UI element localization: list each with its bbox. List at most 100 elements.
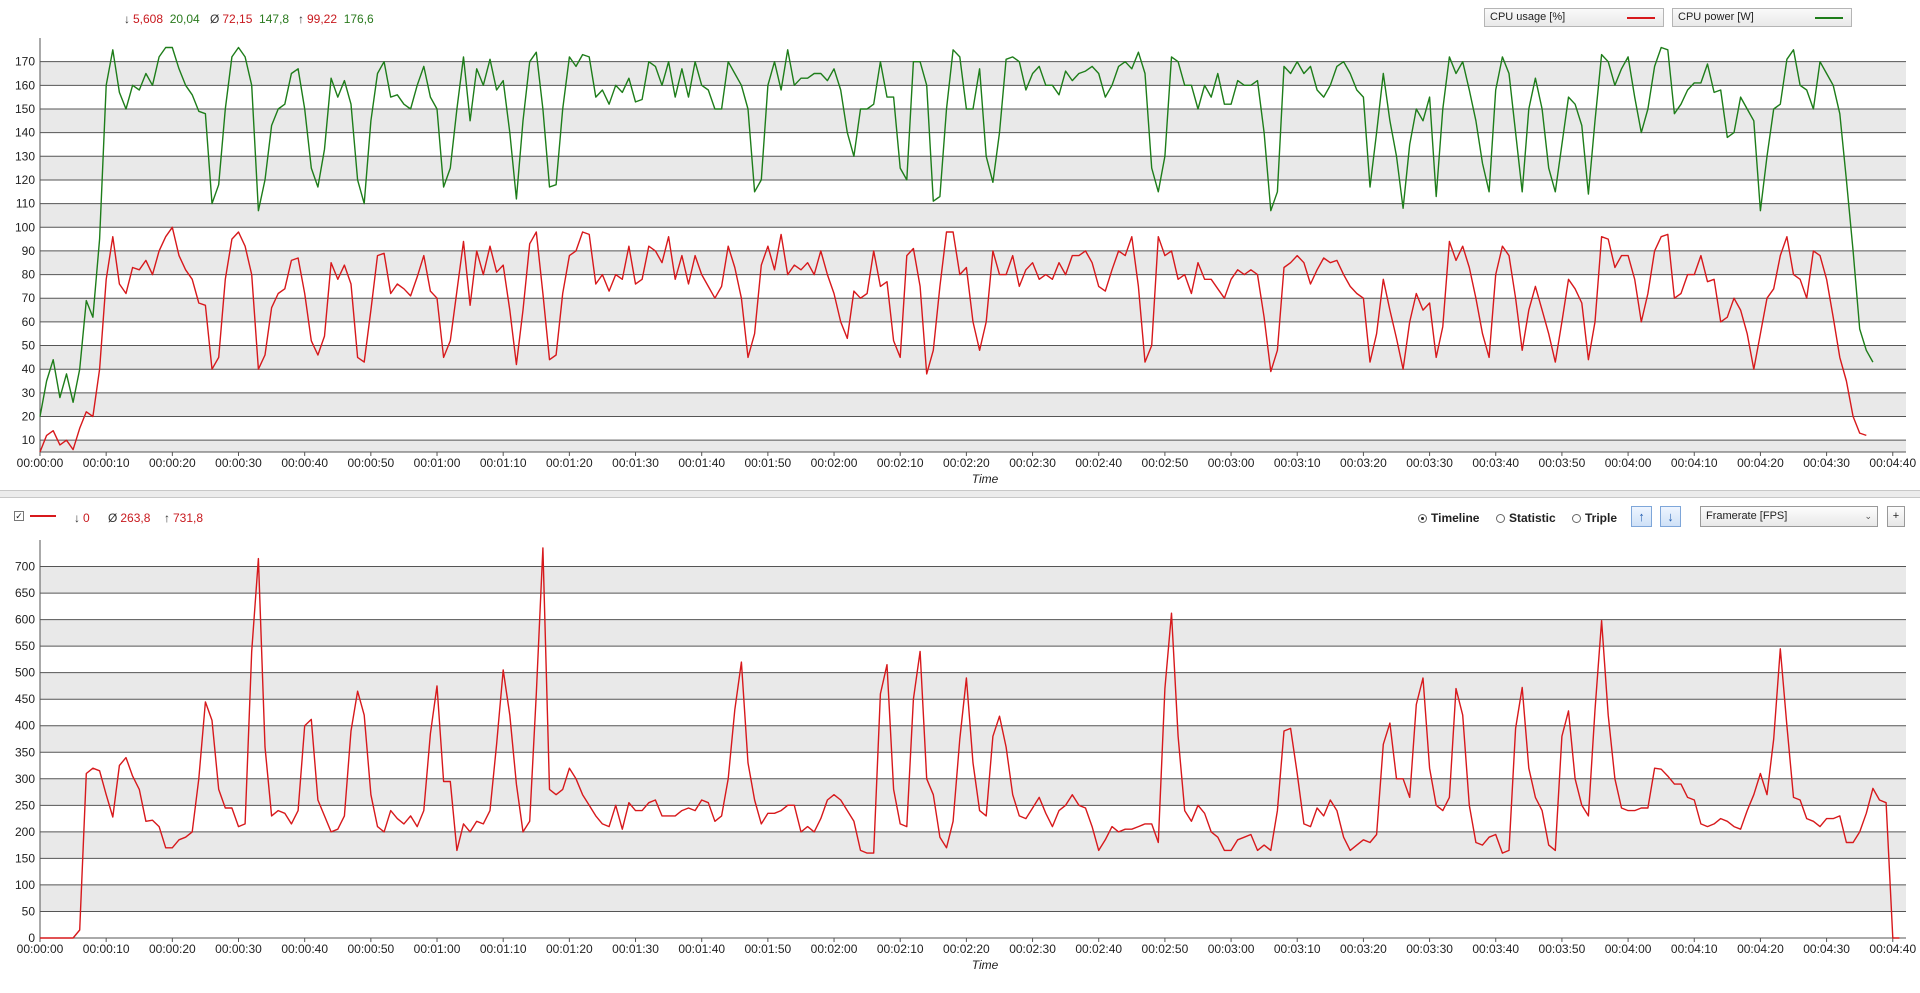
x-tick-label: 00:01:40 <box>678 942 725 956</box>
x-tick-label: 00:03:10 <box>1274 456 1321 470</box>
x-tick-label: 00:04:30 <box>1803 942 1850 956</box>
x-tick-label: 00:01:20 <box>546 942 593 956</box>
x-tick-label: 00:01:30 <box>612 942 659 956</box>
grid-band <box>40 321 1906 346</box>
legend-line-icon <box>1815 17 1843 19</box>
x-tick-label: 00:00:40 <box>281 456 328 470</box>
grid-band <box>40 298 1906 322</box>
x-tick-label: 00:03:30 <box>1406 942 1453 956</box>
grid-band <box>40 884 1906 912</box>
y-tick-label: 140 <box>15 126 35 140</box>
add-metric-button[interactable]: + <box>1887 506 1905 527</box>
y-tick-label: 450 <box>15 692 35 706</box>
cpu-chart: 10 20 30 40 50 60 70 80 90 100 110 120 130 140 150 160 1… <box>15 38 1916 486</box>
x-tick-label: 00:01:00 <box>414 942 461 956</box>
x-tick-label: 00:02:00 <box>811 456 858 470</box>
move-down-button[interactable]: ↓ <box>1660 506 1681 527</box>
series-checkbox[interactable]: ✓ <box>14 511 24 521</box>
x-tick-label: 00:03:30 <box>1406 456 1453 470</box>
x-tick-label: 00:01:10 <box>480 456 527 470</box>
grid-band <box>40 725 1906 753</box>
y-tick-label: 650 <box>15 586 35 600</box>
y-tick-label: 130 <box>15 149 35 163</box>
y-tick-label: 10 <box>22 433 36 447</box>
x-tick-label: 00:00:30 <box>215 456 262 470</box>
y-tick-label: 50 <box>22 904 36 918</box>
x-tick-label: 00:04:40 <box>1869 456 1916 470</box>
fps-max-stat: ↑ 731,8 <box>164 511 204 525</box>
x-tick-label: 00:04:20 <box>1737 942 1784 956</box>
y-tick-label: 550 <box>15 639 35 653</box>
x-tick-label: 00:04:00 <box>1605 942 1652 956</box>
radio-icon <box>1496 514 1505 523</box>
grid-band <box>40 250 1906 275</box>
fps-chart-panel: ✓ ↓ 0 Ø 263,8 ↑ 731,8 Timeline Statistic Tr… <box>0 498 1920 993</box>
grid-band <box>40 274 1906 299</box>
x-tick-label: 00:03:20 <box>1340 942 1387 956</box>
x-tick-label: 00:03:20 <box>1340 456 1387 470</box>
x-tick-label: 00:03:50 <box>1539 456 1586 470</box>
grid-band <box>40 540 1906 567</box>
x-tick-label: 00:02:30 <box>1009 456 1056 470</box>
x-tick-label: 00:00:20 <box>149 456 196 470</box>
y-tick-label: 50 <box>22 339 36 353</box>
panel-splitter[interactable] <box>0 490 1920 498</box>
grid-band <box>40 179 1906 204</box>
x-tick-label: 00:02:10 <box>877 942 924 956</box>
max-stat: ↑ 99,22 176,6 <box>298 12 374 26</box>
fps-avg-stat: Ø 263,8 <box>108 511 151 525</box>
y-tick-label: 30 <box>22 386 36 400</box>
x-tick-label: 00:01:30 <box>612 456 659 470</box>
grid-band <box>40 108 1906 133</box>
legend-label: CPU power [W] <box>1678 11 1754 23</box>
x-tick-label: 00:01:00 <box>414 456 461 470</box>
grid-band <box>40 38 1906 62</box>
x-tick-label: 00:00:00 <box>17 942 64 956</box>
legend-label: CPU usage [%] <box>1490 11 1566 23</box>
radio-triple[interactable]: Triple <box>1572 511 1617 525</box>
y-tick-label: 90 <box>22 244 36 258</box>
grid-band <box>40 392 1906 417</box>
y-tick-label: 100 <box>15 220 35 234</box>
x-tick-label: 00:04:30 <box>1803 456 1850 470</box>
x-tick-label: 00:02:40 <box>1075 456 1122 470</box>
x-tick-label: 00:04:20 <box>1737 456 1784 470</box>
grid-band <box>40 805 1906 832</box>
grid-band <box>40 699 1906 726</box>
grid-band <box>40 566 1906 594</box>
y-tick-label: 60 <box>22 315 36 329</box>
y-tick-label: 110 <box>16 197 35 211</box>
y-tick-label: 250 <box>15 798 35 812</box>
radio-icon <box>1572 514 1581 523</box>
radio-statistic[interactable]: Statistic <box>1496 511 1556 525</box>
metric-select[interactable]: Framerate [FPS] ⌄ <box>1700 506 1878 527</box>
grid-band <box>40 440 1906 452</box>
y-tick-label: 600 <box>15 613 35 627</box>
fps-chart: 0 50 100 150 200 250 300 350 400 450 500 550 600 650 7… <box>15 540 1916 972</box>
x-tick-label: 00:00:10 <box>83 456 130 470</box>
legend-cpu-power[interactable]: CPU power [W] <box>1672 8 1852 27</box>
x-tick-label: 00:02:20 <box>943 942 990 956</box>
x-tick-label: 00:01:50 <box>745 456 792 470</box>
grid-band <box>40 831 1906 859</box>
grid-band <box>40 227 1906 251</box>
x-tick-label: 00:01:10 <box>480 942 527 956</box>
legend-line-icon <box>1627 17 1655 19</box>
x-tick-label: 00:01:40 <box>678 456 725 470</box>
series-line-icon <box>30 515 56 517</box>
move-up-button[interactable]: ↑ <box>1631 506 1652 527</box>
y-tick-label: 150 <box>15 851 35 865</box>
grid-band <box>40 61 1906 86</box>
x-tick-label: 00:04:10 <box>1671 456 1718 470</box>
grid-band <box>40 593 1906 620</box>
grid-band <box>40 778 1906 806</box>
x-tick-label: 00:03:00 <box>1208 456 1255 470</box>
y-tick-label: 40 <box>22 362 36 376</box>
y-tick-label: 120 <box>15 173 35 187</box>
y-tick-label: 160 <box>15 78 35 92</box>
radio-timeline[interactable]: Timeline <box>1418 511 1479 525</box>
x-axis-title: Time <box>972 958 999 972</box>
x-tick-label: 00:01:20 <box>546 456 593 470</box>
y-tick-label: 200 <box>15 825 35 839</box>
legend-cpu-usage[interactable]: CPU usage [%] <box>1484 8 1664 27</box>
